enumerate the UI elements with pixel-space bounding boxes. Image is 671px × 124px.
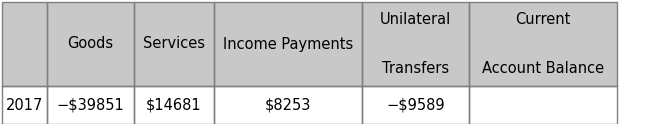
Bar <box>47 86 134 124</box>
Bar <box>469 86 617 124</box>
Text: Income Payments: Income Payments <box>223 36 353 51</box>
Text: Goods: Goods <box>68 36 113 51</box>
Text: 2017: 2017 <box>6 97 43 112</box>
Text: −$39851: −$39851 <box>56 97 124 112</box>
Bar <box>2 2 47 86</box>
Text: $14681: $14681 <box>146 97 202 112</box>
Bar <box>214 2 362 86</box>
Text: Unilateral

Transfers: Unilateral Transfers <box>380 12 451 76</box>
Bar <box>134 2 214 86</box>
Bar <box>362 86 469 124</box>
Text: Current

Account Balance: Current Account Balance <box>482 12 604 76</box>
Bar <box>362 2 469 86</box>
Text: Services: Services <box>143 36 205 51</box>
Bar <box>469 2 617 86</box>
Bar <box>134 86 214 124</box>
Bar <box>214 86 362 124</box>
Bar <box>47 2 134 86</box>
Bar <box>2 86 47 124</box>
Text: −$9589: −$9589 <box>386 97 445 112</box>
Text: $8253: $8253 <box>265 97 311 112</box>
